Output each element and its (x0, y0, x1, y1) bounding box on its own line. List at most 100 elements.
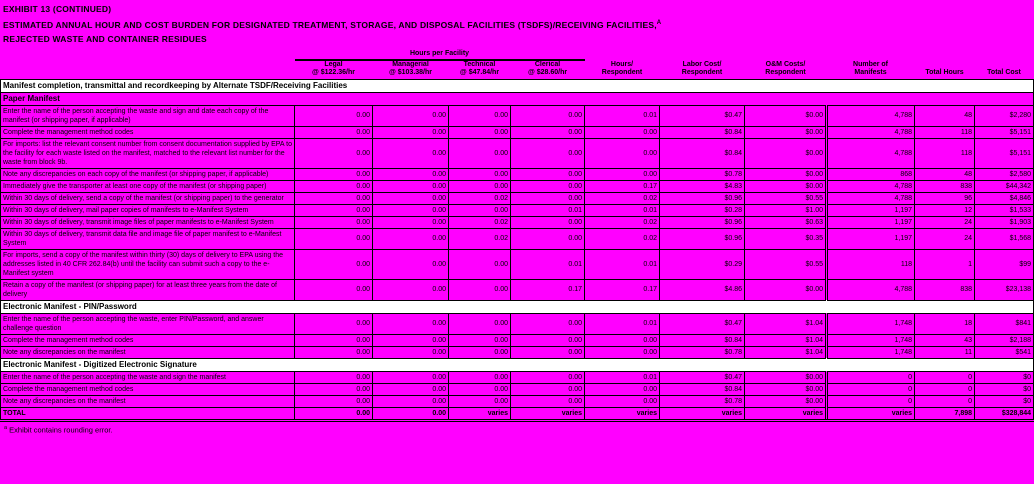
value-cell: 0.00 (372, 248, 449, 280)
value-cell: 0.00 (294, 125, 373, 139)
value-cell: 1,197 (825, 203, 916, 217)
section-row: Electronic Manifest - Digitized Electron… (0, 357, 1034, 372)
value-cell: 0.00 (448, 203, 511, 217)
value-cell: 0.00 (448, 370, 511, 384)
value-cell: $0.00 (744, 167, 828, 181)
value-cell: 0.00 (509, 382, 586, 396)
value-cell: $0.00 (744, 125, 828, 139)
value-cell: 0.00 (372, 167, 449, 181)
value-cell: $1,568 (974, 227, 1034, 250)
value-cell: 838 (914, 179, 976, 193)
value-cell: 0.00 (372, 179, 449, 193)
value-cell: $0 (974, 394, 1034, 408)
table-footnote: a Exhibit contains rounding error. (0, 422, 1034, 435)
value-cell: 11 (914, 345, 976, 359)
value-cell: 0.00 (448, 248, 511, 280)
table-row: Within 30 days of delivery, transmit ima… (0, 215, 1034, 229)
value-cell: 0.00 (372, 125, 449, 139)
value-cell: $0.00 (744, 104, 828, 127)
value-cell: 0.01 (584, 312, 661, 335)
activity-cell: Within 30 days of delivery, transmit dat… (0, 227, 295, 250)
value-cell: $0.00 (744, 370, 828, 384)
value-cell: 0.00 (584, 382, 661, 396)
value-cell: 0.00 (448, 137, 511, 169)
value-cell: $0.29 (659, 248, 746, 280)
value-cell: $0.47 (659, 370, 746, 384)
value-cell: 0.17 (584, 278, 661, 301)
value-cell: 0.00 (294, 333, 373, 347)
value-cell: varies (744, 406, 828, 422)
activity-cell: Retain a copy of the manifest (or shippi… (0, 278, 295, 301)
value-cell: 0.00 (294, 312, 373, 335)
table-row: Enter the name of the person accepting t… (0, 104, 1034, 127)
value-cell: 0.00 (372, 312, 449, 335)
value-cell: 0 (914, 382, 976, 396)
value-cell: 12 (914, 203, 976, 217)
value-cell: 1,748 (825, 345, 916, 359)
value-cell: 0.00 (294, 248, 373, 280)
value-cell: 1,197 (825, 227, 916, 250)
table-row: Note any discrepancies on each copy of t… (0, 167, 1034, 181)
footnote-text: Exhibit contains rounding error. (9, 425, 113, 435)
om-cost-per-respondent-column-header: O&M Costs/ Respondent (765, 60, 806, 76)
value-cell: 0.00 (509, 191, 586, 205)
table-row: Within 30 days of delivery, transmit dat… (0, 227, 1034, 250)
value-cell: 0.00 (372, 215, 449, 229)
labor-cost-per-respondent-column-header: Labor Cost/ Respondent (681, 60, 723, 76)
value-cell: $1.00 (744, 203, 828, 217)
value-cell: 0.00 (448, 125, 511, 139)
value-cell: 0.00 (509, 312, 586, 335)
value-cell: 0.01 (584, 248, 661, 280)
value-cell: 0.00 (584, 394, 661, 408)
technical-column-header: Technical @ $47.84/hr (459, 60, 500, 76)
value-cell: 0.02 (584, 227, 661, 250)
value-cell: 0.00 (294, 382, 373, 396)
value-cell: 118 (914, 137, 976, 169)
value-cell: $0.28 (659, 203, 746, 217)
value-cell: 0.00 (294, 179, 373, 193)
value-cell: $0.63 (744, 215, 828, 229)
value-cell: 0.00 (448, 312, 511, 335)
value-cell: 118 (825, 248, 916, 280)
value-cell: 0.01 (584, 203, 661, 217)
value-cell: $0.78 (659, 167, 746, 181)
value-cell: 0.00 (294, 203, 373, 217)
value-cell: 0.02 (448, 215, 511, 229)
value-cell: 0.00 (584, 333, 661, 347)
value-cell: 0.00 (294, 406, 373, 422)
value-cell: $0.00 (744, 137, 828, 169)
value-cell: $0.00 (744, 179, 828, 193)
value-cell: 0.00 (448, 394, 511, 408)
exhibit-title-line2: ESTIMATED ANNUAL HOUR AND COST BURDEN FO… (3, 19, 662, 30)
value-cell: 0.02 (448, 191, 511, 205)
table-row: For imports: list the relevant consent n… (0, 137, 1034, 169)
activity-cell: Note any discrepancies on the manifest (0, 345, 295, 359)
value-cell: 0.02 (584, 191, 661, 205)
value-cell: 7,898 (914, 406, 976, 422)
value-cell: $0.84 (659, 137, 746, 169)
value-cell: 0.00 (509, 394, 586, 408)
value-cell: $4.86 (659, 278, 746, 301)
value-cell: 48 (914, 167, 976, 181)
value-cell: 0.00 (372, 137, 449, 169)
value-cell: 0.00 (294, 345, 373, 359)
value-cell: $541 (974, 345, 1034, 359)
activity-cell: Enter the name of the person accepting t… (0, 312, 295, 335)
value-cell: 0.00 (372, 104, 449, 127)
value-cell: 0.00 (372, 345, 449, 359)
value-cell: 0.00 (448, 345, 511, 359)
table-row: Immediately give the transporter at leas… (0, 179, 1034, 193)
activity-cell: Complete the management method codes (0, 382, 295, 396)
section-label: Paper Manifest (0, 91, 1034, 106)
value-cell: $0.55 (744, 248, 828, 280)
burden-table: Hours per Facility Legal @ $122.36/hr Man… (0, 49, 1034, 422)
value-cell: $0.84 (659, 125, 746, 139)
activity-cell: Note any discrepancies on each copy of t… (0, 167, 295, 181)
table-row: Enter the name of the person accepting t… (0, 370, 1034, 384)
value-cell: $4,846 (974, 191, 1034, 205)
title-footnote-marker: a (656, 20, 662, 26)
value-cell: varies (659, 406, 746, 422)
value-cell: 4,788 (825, 104, 916, 127)
value-cell: 0.00 (448, 333, 511, 347)
section-row: Electronic Manifest - PIN/Password (0, 299, 1034, 314)
